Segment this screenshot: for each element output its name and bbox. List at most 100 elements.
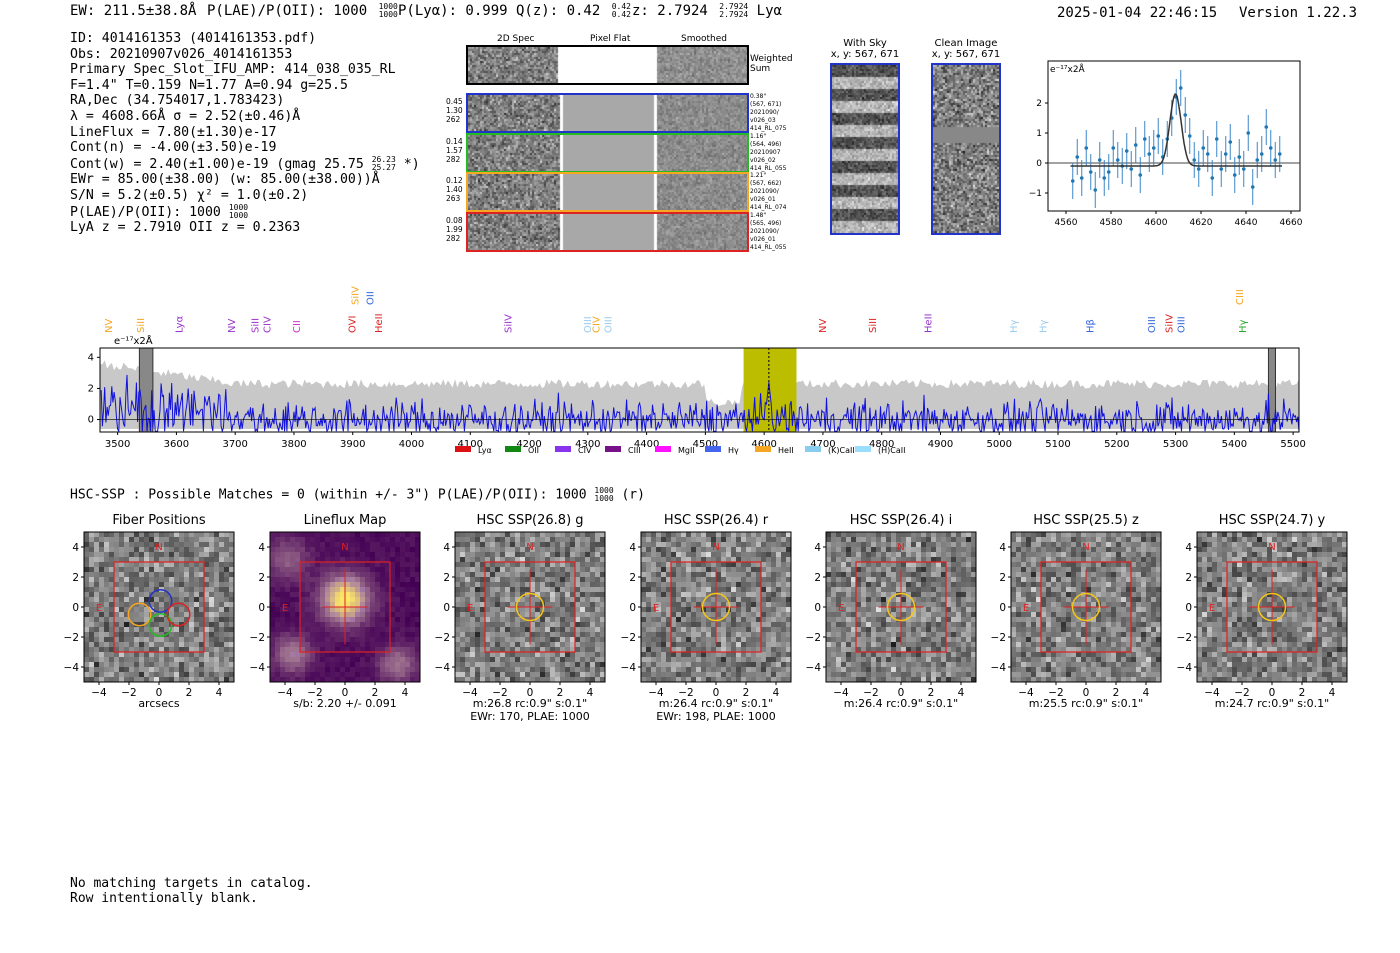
hsc-pixel — [966, 662, 972, 668]
cutout-row-info-line: 414_RL_075 — [750, 125, 787, 132]
hsc-pixel — [956, 632, 962, 638]
hsc-pixel — [124, 617, 130, 623]
hsc-pixel — [134, 612, 140, 618]
hsc-pixel — [355, 562, 361, 568]
hsc-pixel — [741, 617, 747, 623]
hsc-pixel — [896, 552, 902, 558]
hsc-pixel — [545, 537, 551, 543]
hsc-pixel — [320, 577, 326, 583]
hsc-pixel — [164, 592, 170, 598]
hsc-pixel — [851, 627, 857, 633]
hsc-pixel — [881, 602, 887, 608]
hsc-pixel — [530, 577, 536, 583]
hsc-pixel — [385, 622, 391, 628]
hsc-ytick-label: 2 — [443, 572, 450, 584]
hsc-pixel — [365, 647, 371, 653]
hsc-pixel — [731, 657, 737, 663]
hsc-pixel — [590, 577, 596, 583]
hsc-pixel — [355, 542, 361, 548]
hsc-pixel — [355, 662, 361, 668]
hsc-pixel — [395, 577, 401, 583]
hsc-pixel — [901, 587, 907, 593]
hsc-pixel — [500, 562, 506, 568]
hsc-pixel — [701, 617, 707, 623]
hsc-pixel — [761, 552, 767, 558]
hsc-pixel — [535, 582, 541, 588]
hsc-pixel — [866, 612, 872, 618]
hsc-pixel — [370, 592, 376, 598]
hsc-pixel — [876, 557, 882, 563]
hsc-pixel — [881, 537, 887, 543]
hsc-pixel — [826, 667, 832, 673]
hsc-pixel — [480, 557, 486, 563]
hsc-pixel — [595, 552, 601, 558]
hsc-pixel — [405, 537, 411, 543]
hsc-pixel — [600, 552, 606, 558]
hsc-pixel — [455, 647, 461, 653]
hsc-pixel — [99, 577, 105, 583]
hsc-pixel — [365, 537, 371, 543]
hsc-pixel — [841, 572, 847, 578]
hsc-pixel — [119, 537, 125, 543]
hsc-pixel — [726, 622, 732, 628]
hsc-pixel — [916, 667, 922, 673]
hsc-pixel — [485, 672, 491, 678]
hsc-pixel — [510, 542, 516, 548]
hsc-pixel — [826, 652, 832, 658]
hsc-pixel — [560, 667, 566, 673]
hsc-pixel — [716, 592, 722, 598]
line-fit-ytick-label: −1 — [1029, 189, 1042, 199]
hsc-pixel — [651, 672, 657, 678]
hsc-pixel — [400, 567, 406, 573]
hsc-pixel — [149, 612, 155, 618]
hsc-pixel — [169, 677, 175, 683]
hsc-pixel — [656, 617, 662, 623]
hsc-pixel — [741, 662, 747, 668]
hsc-pixel — [916, 647, 922, 653]
header-plae-up: 1000 — [378, 2, 398, 11]
hsc-pixel — [209, 612, 215, 618]
hsc-pixel — [360, 607, 366, 613]
hsc-pixel — [415, 632, 421, 638]
hsc-pixel — [580, 647, 586, 653]
hsc-pixel — [906, 587, 912, 593]
hsc-pixel — [360, 627, 366, 633]
hsc-pixel — [871, 632, 877, 638]
hsc-pixel — [285, 582, 291, 588]
hsc-pixel — [184, 542, 190, 548]
hsc-pixel — [575, 602, 581, 608]
hsc-pixel — [585, 642, 591, 648]
hsc-pixel — [966, 667, 972, 673]
hsc-pixel — [731, 532, 737, 538]
hsc-pixel — [575, 657, 581, 663]
hsc-pixel — [229, 632, 235, 638]
hsc-pixel — [505, 532, 511, 538]
line-fit-point — [1178, 86, 1183, 90]
hsc-xtick-label: −2 — [863, 687, 878, 699]
hsc-pixel — [470, 582, 476, 588]
hsc-pixel — [109, 627, 115, 633]
hsc-pixel — [686, 552, 692, 558]
hsc-pixel — [836, 637, 842, 643]
hsc-pixel — [585, 597, 591, 603]
hsc-pixel — [756, 567, 762, 573]
hsc-pixel — [721, 567, 727, 573]
hsc-pixel — [335, 677, 341, 683]
info-primary: Primary Spec_Slot_IFU_AMP: 414_038_035_R… — [70, 62, 396, 78]
hsc-pixel — [525, 582, 531, 588]
hsc-pixel — [305, 542, 311, 548]
hsc-pixel — [600, 652, 606, 658]
hsc-pixel — [921, 602, 927, 608]
hsc-pixel — [340, 582, 346, 588]
hsc-pixel — [946, 657, 952, 663]
hsc-pixel — [89, 612, 95, 618]
hsc-pixel — [209, 677, 215, 683]
hsc-pixel — [956, 567, 962, 573]
hsc-pixel — [666, 567, 672, 573]
hsc-pixel — [871, 657, 877, 663]
hsc-pixel — [129, 567, 135, 573]
hsc-pixel — [280, 662, 286, 668]
hsc-pixel — [716, 667, 722, 673]
hsc-pixel — [535, 542, 541, 548]
